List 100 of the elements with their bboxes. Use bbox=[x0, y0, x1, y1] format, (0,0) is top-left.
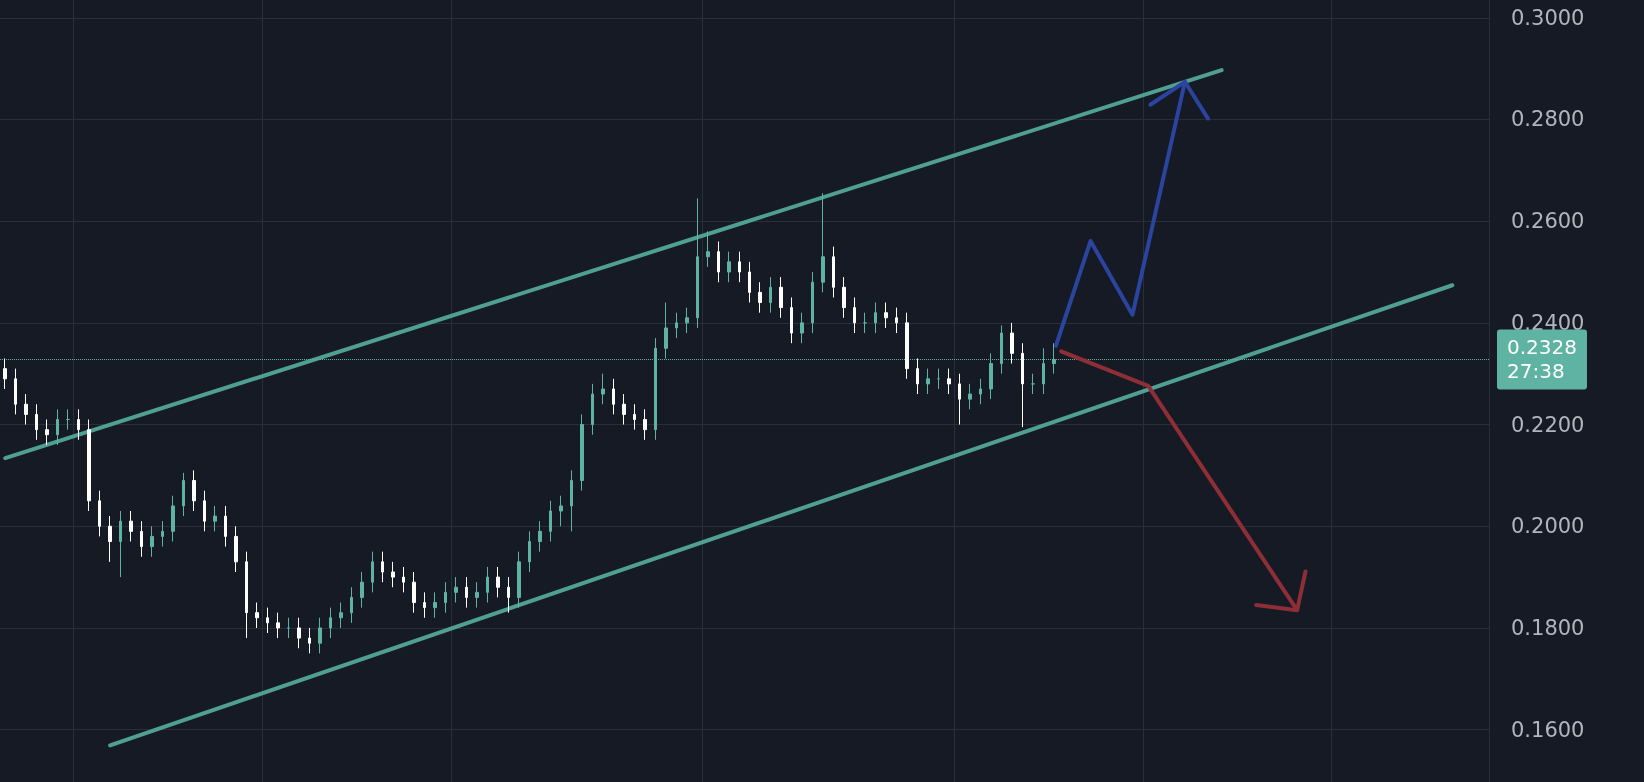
candlestick bbox=[45, 418, 49, 446]
candlestick bbox=[339, 602, 343, 629]
candlestick bbox=[570, 469, 573, 532]
candlestick bbox=[402, 566, 405, 593]
candlestick bbox=[895, 307, 898, 334]
candlestick bbox=[601, 373, 605, 405]
candlestick bbox=[245, 551, 248, 639]
candlestick bbox=[622, 393, 626, 426]
candlestick bbox=[35, 403, 38, 441]
y-tick-label: 0.2800 bbox=[1511, 107, 1585, 132]
candlestick bbox=[444, 581, 447, 614]
candlestick bbox=[318, 617, 322, 654]
candlestick bbox=[234, 525, 238, 573]
candlestick bbox=[24, 393, 28, 426]
candlestick bbox=[161, 520, 164, 548]
candlestick bbox=[224, 505, 227, 548]
candlestick bbox=[937, 368, 940, 390]
candlestick bbox=[203, 490, 206, 532]
candlestick bbox=[633, 403, 636, 431]
candlestick bbox=[685, 307, 689, 334]
candlestick bbox=[391, 561, 395, 588]
candlestick bbox=[192, 469, 196, 512]
candlestick bbox=[182, 472, 185, 517]
candlestick bbox=[77, 408, 80, 441]
candlestick bbox=[821, 192, 825, 293]
candlestick bbox=[800, 312, 804, 344]
candlestick bbox=[1010, 322, 1014, 365]
candlestick bbox=[507, 576, 510, 614]
candlestick bbox=[664, 302, 668, 359]
candlestick bbox=[549, 500, 552, 542]
candlestick bbox=[350, 586, 353, 624]
candlestick bbox=[1021, 342, 1024, 428]
candlestick bbox=[758, 281, 762, 314]
candlestick bbox=[528, 530, 531, 573]
y-tick-label: 0.3000 bbox=[1511, 5, 1585, 30]
y-tick-label: 0.1600 bbox=[1511, 717, 1585, 742]
candlestick bbox=[863, 312, 867, 334]
candlestick bbox=[475, 581, 479, 609]
candlestick bbox=[171, 495, 175, 542]
candlestick bbox=[947, 368, 951, 395]
candlestick bbox=[696, 197, 699, 329]
candlestick bbox=[433, 591, 437, 619]
candlestick bbox=[287, 617, 290, 639]
candlestick bbox=[423, 591, 426, 619]
candlestick bbox=[853, 296, 856, 334]
candlestick bbox=[87, 418, 91, 512]
candlestick bbox=[905, 312, 909, 380]
candlestick bbox=[66, 408, 70, 431]
candlestick bbox=[779, 276, 783, 319]
candlestick bbox=[769, 276, 772, 314]
candlestick bbox=[496, 566, 500, 598]
candlestick bbox=[727, 251, 731, 283]
candlestick bbox=[748, 261, 751, 304]
candlestick bbox=[717, 241, 720, 283]
candlestick bbox=[140, 520, 143, 558]
candlestick bbox=[591, 383, 594, 436]
candlestick bbox=[381, 551, 384, 583]
candlestick bbox=[916, 357, 919, 395]
y-tick-label: 0.2200 bbox=[1511, 412, 1585, 437]
y-tick-label: 0.1800 bbox=[1511, 615, 1585, 640]
candlestick bbox=[979, 378, 982, 405]
candlestick bbox=[308, 627, 311, 654]
candlestick bbox=[255, 602, 259, 629]
candlestick bbox=[371, 551, 374, 593]
candlestick bbox=[14, 368, 17, 415]
y-tick-label: 0.2600 bbox=[1511, 209, 1585, 234]
candlestick bbox=[108, 515, 112, 563]
candlestick bbox=[559, 495, 563, 527]
candlestick bbox=[276, 612, 280, 639]
candlestick bbox=[926, 368, 930, 395]
candlestick bbox=[790, 296, 793, 344]
candlestick bbox=[643, 408, 647, 441]
candlestick bbox=[612, 378, 615, 415]
candlestick bbox=[958, 373, 961, 426]
candlestick bbox=[454, 576, 458, 604]
candlestick bbox=[675, 312, 678, 339]
candlestick bbox=[968, 383, 972, 410]
candlestick bbox=[150, 525, 154, 558]
candlestick bbox=[832, 246, 835, 298]
y-tick-label: 0.2400 bbox=[1511, 310, 1585, 335]
text: 27:38 bbox=[1507, 359, 1565, 384]
candlestick bbox=[884, 302, 888, 329]
candlestick bbox=[360, 571, 364, 609]
candlestick bbox=[842, 276, 846, 319]
candlestick bbox=[412, 571, 416, 614]
candlestick bbox=[465, 576, 468, 609]
candlestick bbox=[98, 490, 101, 537]
y-tick-label: 0.2000 bbox=[1511, 514, 1585, 539]
candlestick bbox=[213, 505, 217, 532]
candlestick bbox=[129, 510, 133, 542]
candlestick bbox=[706, 230, 710, 268]
candlestick bbox=[538, 520, 542, 553]
candlestick bbox=[811, 271, 814, 334]
candlestick bbox=[119, 510, 122, 578]
candlestick bbox=[874, 302, 877, 334]
candlestick bbox=[3, 357, 7, 390]
candlestick bbox=[329, 607, 332, 639]
candlestick bbox=[486, 566, 489, 604]
candlestick bbox=[580, 413, 584, 492]
ref-line-label: 0.2328 bbox=[1507, 335, 1577, 360]
